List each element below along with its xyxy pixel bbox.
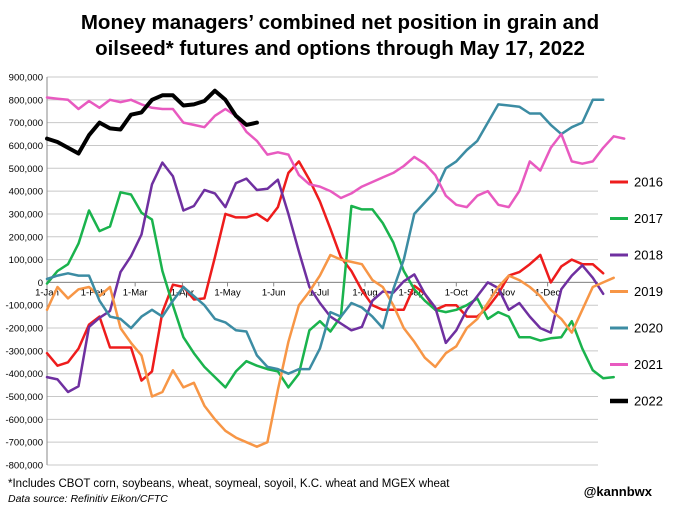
chart-title-line-1: Money managers’ combined net position in… bbox=[80, 11, 600, 34]
data-source: Data source: Refinitiv Eikon/CFTC bbox=[8, 493, 168, 505]
x-tick-label: 1-Jun bbox=[262, 287, 286, 298]
legend-label-2018: 2018 bbox=[634, 248, 663, 263]
legend-label-2022: 2022 bbox=[634, 394, 663, 409]
series-line-2019 bbox=[45, 253, 615, 448]
x-tick-label: 1-May bbox=[214, 287, 241, 298]
series-lines bbox=[45, 88, 626, 448]
legend: 2016 2017 2018 2019 2020 2021 2022 bbox=[610, 175, 663, 409]
y-tick-label: -200,000 bbox=[5, 324, 43, 335]
legend-label-2020: 2020 bbox=[634, 321, 663, 336]
x-tick-label: 1-Nov bbox=[490, 287, 516, 298]
y-tick-label: 100,000 bbox=[9, 255, 43, 266]
y-axis: -800,000 -700,000 -600,000 -500,000 -400,000… bbox=[5, 73, 48, 472]
y-tick-label: 300,000 bbox=[9, 209, 43, 220]
y-tick-label: 700,000 bbox=[9, 118, 43, 129]
y-tick-label: 0 bbox=[38, 278, 43, 289]
y-tick-label: -800,000 bbox=[5, 461, 43, 472]
y-tick-label: -700,000 bbox=[5, 438, 43, 449]
y-tick-label: 800,000 bbox=[9, 95, 43, 106]
legend-label-2021: 2021 bbox=[634, 357, 663, 372]
legend-label-2016: 2016 bbox=[634, 175, 663, 190]
y-tick-label: 600,000 bbox=[9, 141, 43, 152]
x-tick-label: 1-Dec bbox=[535, 287, 561, 298]
footnote: *Includes CBOT corn, soybeans, wheat, so… bbox=[8, 478, 450, 490]
x-tick-label: 1-Mar bbox=[123, 287, 148, 298]
author-handle: @kannbwx bbox=[583, 484, 652, 499]
chart-title: Money managers’ combined net position in… bbox=[0, 10, 680, 62]
x-tick-label: 1-Jul bbox=[309, 287, 330, 298]
series-line-2020 bbox=[45, 98, 605, 375]
series-line-2022 bbox=[45, 88, 259, 156]
y-tick-label: -400,000 bbox=[5, 369, 43, 380]
y-tick-label: 500,000 bbox=[9, 164, 43, 175]
series-line-2021 bbox=[45, 96, 626, 209]
y-tick-label: -100,000 bbox=[5, 301, 43, 312]
x-axis: 1-Jan 1-Feb 1-Mar 1-Apr 1-May 1-Jun 1-Jul 1-Aug… bbox=[35, 281, 598, 298]
x-tick-label: 1-Jan bbox=[35, 287, 59, 298]
y-tick-label: -300,000 bbox=[5, 346, 43, 357]
y-tick-label: -600,000 bbox=[5, 415, 43, 426]
y-tick-label: 200,000 bbox=[9, 232, 43, 243]
legend-label-2019: 2019 bbox=[634, 284, 663, 299]
y-tick-label: 400,000 bbox=[9, 187, 43, 198]
y-tick-label: 900,000 bbox=[9, 73, 43, 84]
series-line-2017 bbox=[45, 191, 615, 389]
legend-label-2017: 2017 bbox=[634, 211, 663, 226]
x-tick-label: 1-Apr bbox=[171, 287, 194, 298]
y-tick-label: -500,000 bbox=[5, 392, 43, 403]
series-line-2018 bbox=[45, 161, 605, 394]
x-tick-label: 1-Oct bbox=[445, 287, 469, 298]
x-tick-label: 1-Feb bbox=[81, 287, 106, 298]
chart-title-line-2: oilseed* futures and options through May… bbox=[95, 37, 585, 60]
